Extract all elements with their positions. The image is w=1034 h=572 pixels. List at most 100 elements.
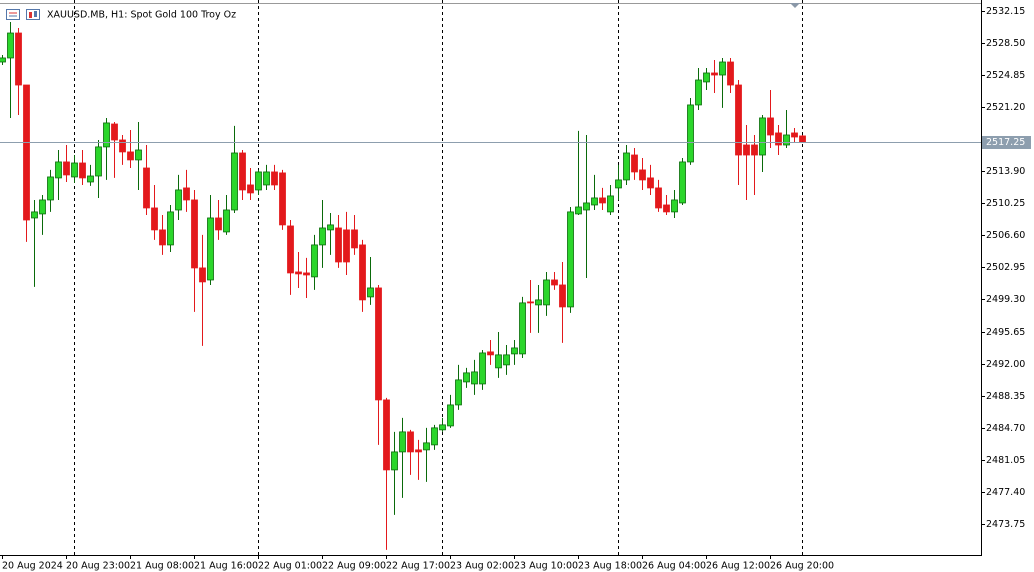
candle-body bbox=[391, 451, 398, 471]
candle-body bbox=[215, 217, 222, 231]
candle-body bbox=[159, 229, 166, 246]
shift-marker bbox=[790, 3, 800, 8]
x-tick-label: 23 Aug 18:00 bbox=[578, 561, 642, 572]
candle-body bbox=[455, 379, 462, 406]
candle-body bbox=[703, 72, 710, 83]
candle-body bbox=[247, 184, 254, 194]
x-tick-label: 26 Aug 12:00 bbox=[706, 561, 770, 572]
candle-body bbox=[567, 211, 574, 308]
candle-body bbox=[639, 169, 646, 181]
candle-body bbox=[399, 431, 406, 453]
y-tick-label: 2481.05 bbox=[986, 455, 1025, 466]
candle-body bbox=[447, 404, 454, 427]
candle-body bbox=[0, 57, 6, 63]
y-tick-label: 2484.70 bbox=[986, 423, 1025, 434]
y-tick-label: 2532.15 bbox=[986, 6, 1025, 17]
candle-body bbox=[31, 211, 38, 219]
candle-body bbox=[263, 171, 270, 186]
candle-body bbox=[271, 171, 278, 186]
candle-body bbox=[303, 272, 310, 276]
candle-body bbox=[175, 189, 182, 211]
y-tick-label: 2521.20 bbox=[986, 102, 1025, 113]
x-tick-label: 23 Aug 02:00 bbox=[450, 561, 514, 572]
candle-body bbox=[615, 179, 622, 189]
candle-body bbox=[575, 206, 582, 215]
x-tick-label: 26 Aug 04:00 bbox=[642, 561, 706, 572]
x-tick-label: 21 Aug 16:00 bbox=[194, 561, 258, 572]
x-tick-label: 22 Aug 01:00 bbox=[258, 561, 322, 572]
y-tick-label: 2492.00 bbox=[986, 359, 1025, 370]
candle-body bbox=[631, 154, 638, 173]
candle-body bbox=[687, 104, 694, 163]
candle-body bbox=[679, 161, 686, 204]
current-price-box bbox=[982, 136, 1031, 149]
icon-bar bbox=[34, 11, 37, 17]
candle-body bbox=[527, 301, 534, 304]
y-tick-label: 2495.65 bbox=[986, 327, 1025, 338]
candle-body bbox=[223, 209, 230, 233]
candle-body bbox=[663, 204, 670, 213]
candle-body bbox=[671, 199, 678, 213]
candle-body bbox=[111, 123, 118, 141]
y-tick-label: 2510.25 bbox=[986, 198, 1025, 209]
candle-body bbox=[495, 354, 502, 369]
candle-body bbox=[143, 167, 150, 209]
candle-body bbox=[439, 424, 446, 431]
y-tick-label: 2513.90 bbox=[986, 166, 1025, 177]
candle-body bbox=[383, 399, 390, 471]
candle-body bbox=[511, 347, 518, 355]
candle-body bbox=[519, 302, 526, 355]
candle-body bbox=[559, 284, 566, 308]
candle-body bbox=[415, 449, 422, 453]
y-tick-label: 2524.85 bbox=[986, 70, 1025, 81]
candle-body bbox=[7, 32, 14, 59]
candle-body bbox=[759, 117, 766, 156]
candle-body bbox=[359, 244, 366, 301]
candle-body bbox=[183, 187, 190, 201]
candle-body bbox=[207, 217, 214, 281]
candle-body bbox=[591, 197, 598, 206]
candle-body bbox=[607, 195, 614, 213]
candle-body bbox=[255, 171, 262, 191]
candle-body bbox=[599, 197, 606, 204]
candle-body bbox=[423, 442, 430, 451]
icon-bar bbox=[29, 12, 32, 18]
candle-body bbox=[711, 72, 718, 76]
y-tick-label: 2502.95 bbox=[986, 262, 1025, 273]
candle-body bbox=[39, 199, 46, 215]
x-tick-label: 21 Aug 08:00 bbox=[130, 561, 194, 572]
candle-body bbox=[535, 299, 542, 306]
current-price-label: 2517.25 bbox=[986, 137, 1025, 148]
icon bbox=[26, 9, 40, 20]
candle-body bbox=[783, 134, 790, 146]
candle-body bbox=[375, 287, 382, 401]
candle-body bbox=[79, 162, 86, 179]
candle-body bbox=[431, 427, 438, 446]
candle-body bbox=[151, 207, 158, 231]
candle-body bbox=[167, 211, 174, 246]
candle-body bbox=[119, 139, 126, 153]
candle-body bbox=[479, 352, 486, 385]
candle-body bbox=[791, 132, 798, 138]
candle-body bbox=[127, 151, 134, 161]
candle-body bbox=[503, 354, 510, 366]
y-tick-label: 2473.75 bbox=[986, 519, 1025, 530]
y-tick-label: 2488.35 bbox=[986, 391, 1025, 402]
candle-body bbox=[695, 79, 702, 106]
candle-body bbox=[287, 225, 294, 274]
candle-body bbox=[583, 202, 590, 211]
candle-body bbox=[407, 431, 414, 453]
x-tick-label: 23 Aug 10:00 bbox=[514, 561, 578, 572]
candle-body bbox=[71, 162, 78, 178]
title-icons bbox=[6, 9, 40, 20]
candle-body bbox=[63, 161, 70, 176]
x-tick-label: 22 Aug 09:00 bbox=[322, 561, 386, 572]
candle-body bbox=[647, 177, 654, 189]
icon bbox=[6, 9, 20, 20]
candle-body bbox=[463, 372, 470, 383]
candle-body bbox=[231, 152, 238, 211]
candle-body bbox=[335, 227, 342, 263]
candle-body bbox=[471, 371, 478, 385]
